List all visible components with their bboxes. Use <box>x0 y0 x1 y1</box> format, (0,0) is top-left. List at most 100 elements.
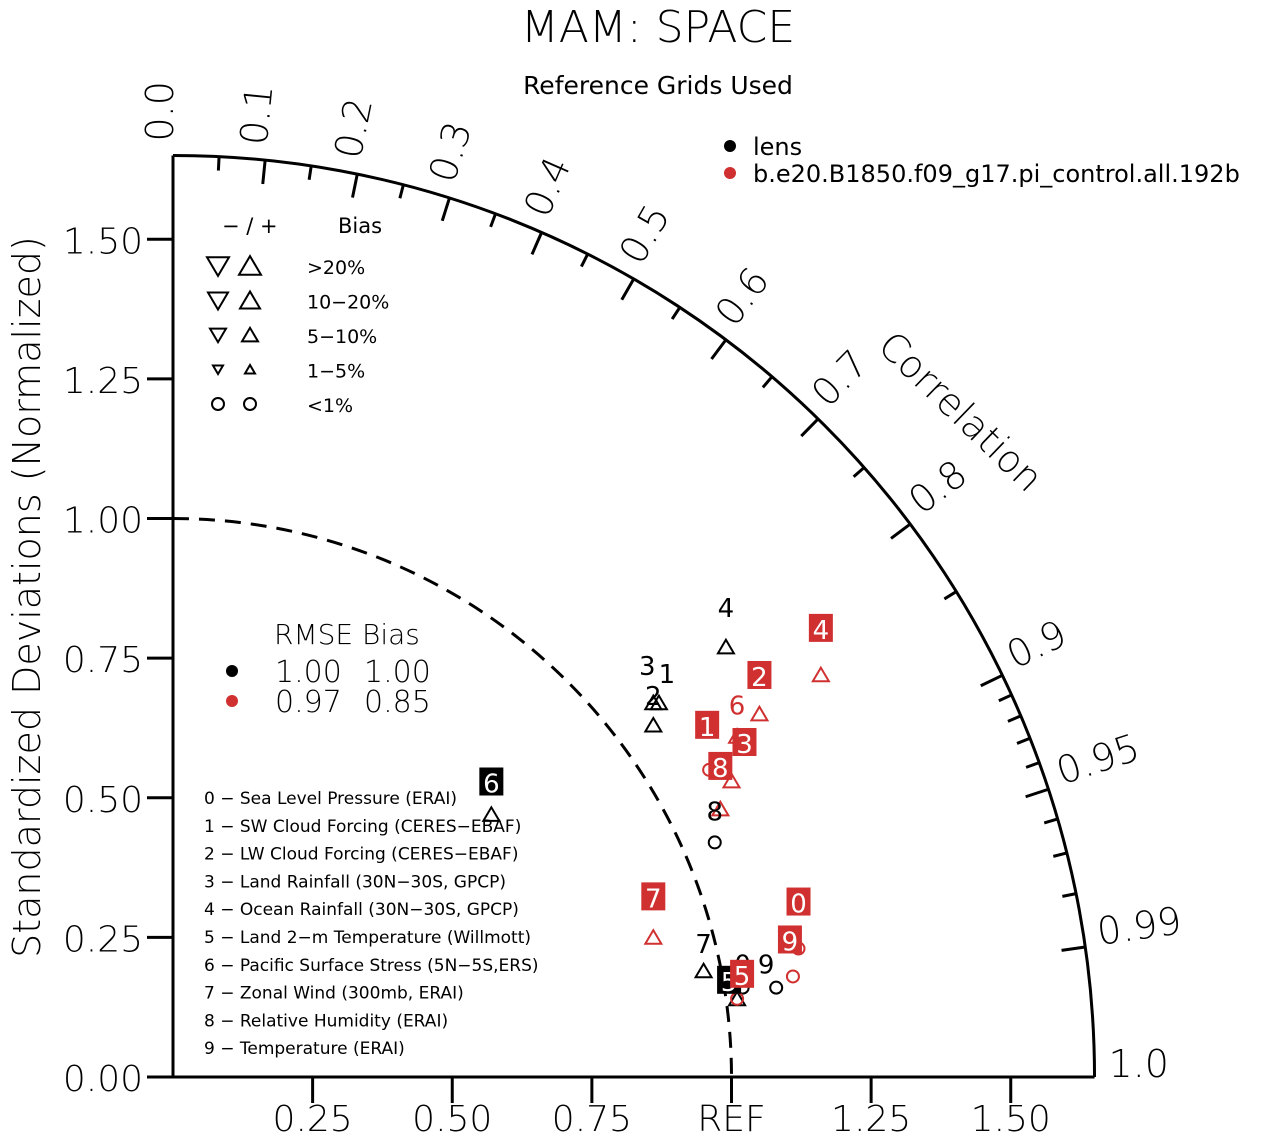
bias-positive-triangle-icon <box>243 363 257 375</box>
bias-positive-triangle-icon <box>240 325 260 343</box>
correlation-tick <box>620 278 636 301</box>
bias-legend-row-label: <1% <box>307 395 353 417</box>
stats-legend-bias: 1.00 <box>364 655 431 690</box>
data-marker-triangle <box>643 715 664 733</box>
stats-legend-rmse: 0.97 <box>275 685 342 720</box>
stats-legend-bias: 0.85 <box>364 685 431 720</box>
point-label: 1 <box>659 660 676 690</box>
bias-legend-row-label: 5−10% <box>307 326 377 348</box>
data-marker-triangle <box>643 928 664 945</box>
correlation-tick-label: 0.6 <box>706 259 777 334</box>
correlation-minor-tick <box>1007 714 1022 723</box>
variable-legend-item: 5 − Land 2−m Temperature (Willmott) <box>204 928 531 948</box>
point-label: 9 <box>782 927 799 957</box>
data-marker-triangle <box>693 961 714 979</box>
axes-group: 0.000.250.500.751.001.251.500.25 0.50 0.75… <box>5 81 1184 1135</box>
variable-legend-item: 4 − Ocean Rainfall (30N−30S, GPCP) <box>204 900 519 920</box>
bias-negative-triangle-icon <box>206 291 230 312</box>
reference-arc <box>172 517 733 1078</box>
correlation-minor-tick <box>307 165 313 180</box>
chart-subtitle: Reference Grids Used <box>523 71 793 100</box>
correlation-tick-label: 0.3 <box>420 116 480 187</box>
bias-negative-triangle-icon <box>211 364 225 376</box>
correlation-minor-tick <box>1043 817 1059 825</box>
correlation-minor-tick <box>670 306 682 320</box>
data-points-group: 01234567890123456789 <box>479 594 833 1007</box>
point-label: 6 <box>483 770 500 800</box>
point-label: 6 <box>729 691 746 721</box>
correlation-minor-tick <box>216 156 221 171</box>
data-marker-triangle <box>716 637 736 655</box>
correlation-tick <box>351 173 359 198</box>
point-label: 3 <box>736 730 753 760</box>
stats-legend-dot <box>226 695 238 707</box>
correlation-tick-label: 0.4 <box>515 150 580 223</box>
point-label: 7 <box>645 884 662 914</box>
correlation-minor-tick <box>398 184 405 199</box>
series-legend-label: lens <box>753 133 802 161</box>
bias-positive-triangle-icon <box>237 254 263 276</box>
y-tick-label: 1.00 <box>63 501 143 542</box>
bias-negative-triangle-icon <box>205 256 231 278</box>
bias-legend-header: − / + <box>222 214 278 238</box>
correlation-minor-tick <box>1062 892 1077 898</box>
stats-legend-dot <box>226 665 238 677</box>
correlation-tick <box>890 522 912 540</box>
point-label-box <box>747 660 772 689</box>
point-label-box <box>730 959 755 988</box>
x-tick-label: 0.25 <box>273 1099 353 1135</box>
correlation-tick-label: 0.99 <box>1094 898 1184 953</box>
point-label: 7 <box>695 930 712 960</box>
point-label-box <box>708 751 733 780</box>
point-label-box <box>732 727 757 756</box>
point-label: 8 <box>706 797 723 827</box>
point-label: 2 <box>645 682 662 712</box>
correlation-minor-tick <box>998 693 1013 703</box>
x-tick-label: 1.50 <box>971 1099 1051 1135</box>
y-tick-label: 1.25 <box>63 361 143 402</box>
point-label-box <box>777 925 802 954</box>
bias-legend-header: Bias <box>338 214 382 238</box>
correlation-minor-tick <box>1016 736 1031 745</box>
x-tick-label: 1.25 <box>831 1099 911 1135</box>
variable-legend-item: 1 − SW Cloud Forcing (CERES−EBAF) <box>204 817 521 837</box>
y-tick-label: 0.00 <box>63 1059 143 1100</box>
point-label: 1 <box>699 713 716 743</box>
point-label-box <box>786 887 811 916</box>
chart-title: MAM: SPACE <box>521 2 795 53</box>
variable-legend-item: 9 − Temperature (ERAI) <box>204 1039 405 1059</box>
variable-legend-item: 6 − Pacific Surface Stress (5N−5S,ERS) <box>204 956 539 976</box>
correlation-tick <box>710 338 728 360</box>
bias-legend-row-label: >20% <box>307 257 365 279</box>
correlation-minor-tick <box>943 590 958 601</box>
data-marker-triangle <box>749 704 770 722</box>
bias-legend-row-label: 10−20% <box>307 292 389 314</box>
series-legend-dot <box>724 140 736 152</box>
y-tick-label: 1.50 <box>63 221 143 262</box>
correlation-tick <box>800 417 820 438</box>
correlation-tick-label: 0.0 <box>138 81 182 141</box>
correlation-tick-label: 0.8 <box>900 451 975 522</box>
correlation-tick-label: 0.95 <box>1051 725 1145 793</box>
data-marker-triangle <box>710 799 731 817</box>
correlation-minor-tick <box>852 466 866 478</box>
correlation-minor-tick <box>489 213 497 228</box>
correlation-tick-label: 0.1 <box>232 83 282 148</box>
variable-legend-item: 8 − Relative Humidity (ERAI) <box>204 1011 448 1031</box>
variable-legend-item: 7 − Zonal Wind (300mb, ERAI) <box>204 984 464 1004</box>
point-label: 9 <box>758 951 775 981</box>
correlation-tick-label: 0.2 <box>326 94 381 162</box>
data-marker-triangle <box>721 771 742 789</box>
point-label: 0 <box>790 890 807 920</box>
correlation-minor-tick <box>580 253 590 268</box>
correlation-tick <box>440 197 451 222</box>
bias-circle-icon <box>243 397 257 411</box>
bias-positive-triangle-icon <box>238 289 262 310</box>
data-marker-triangle <box>643 693 664 711</box>
point-label-box <box>695 710 720 739</box>
point-label: 4 <box>813 616 830 646</box>
y-tick-label: 0.75 <box>63 640 143 681</box>
correlation-tick-label: 0.5 <box>610 197 678 271</box>
correlation-tick-label: 1.0 <box>1109 1042 1169 1086</box>
variable-legend-item: 2 − LW Cloud Forcing (CERES−EBAF) <box>204 845 518 865</box>
